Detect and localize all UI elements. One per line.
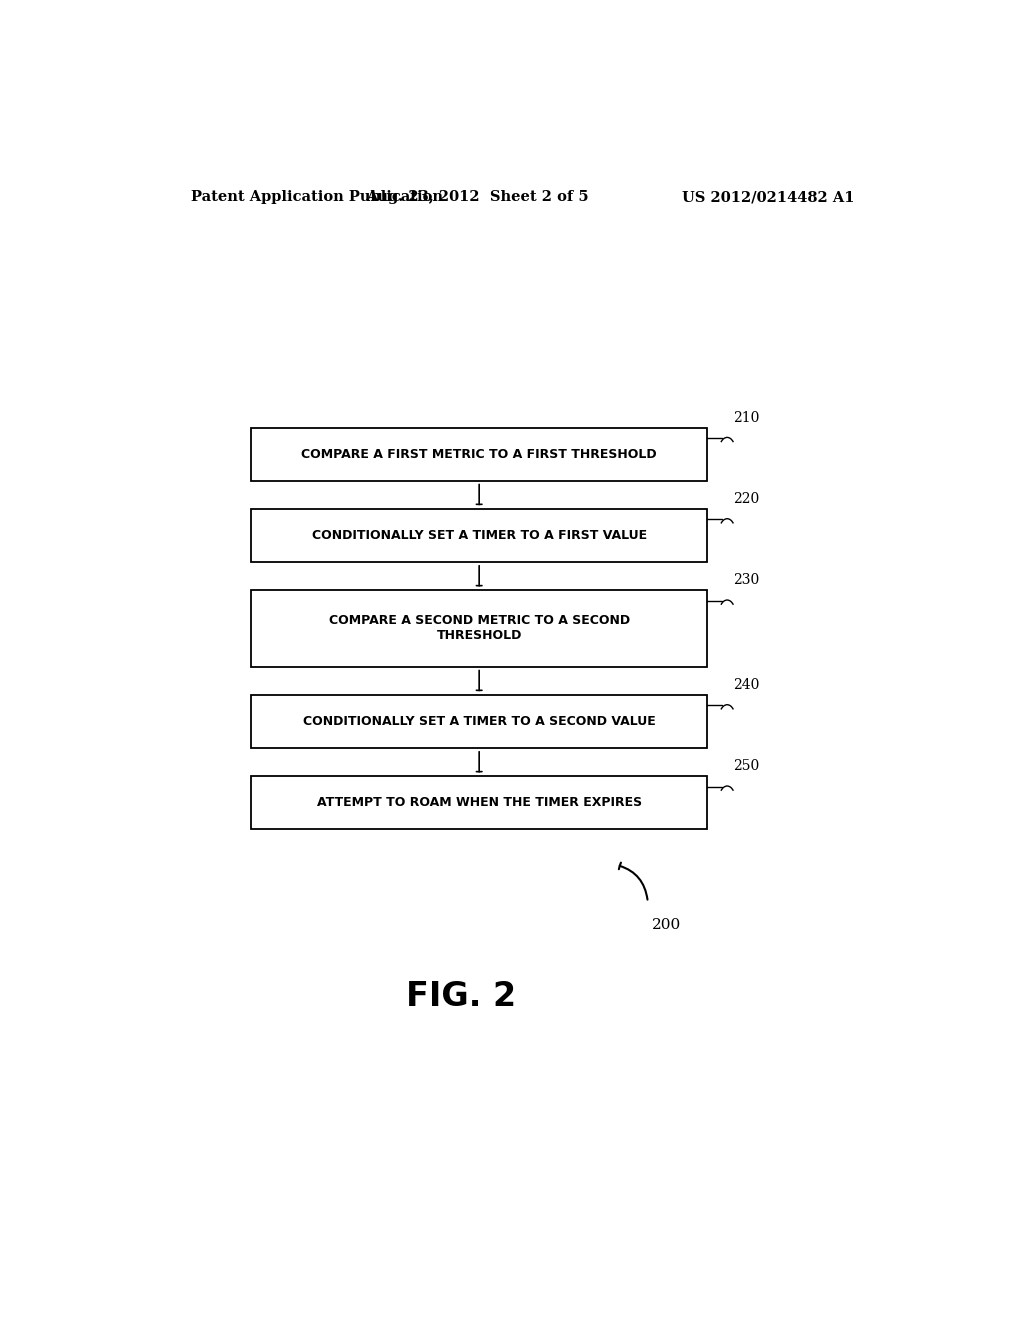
Text: Patent Application Publication: Patent Application Publication xyxy=(191,190,443,205)
Bar xyxy=(251,510,708,562)
Text: US 2012/0214482 A1: US 2012/0214482 A1 xyxy=(682,190,854,205)
Text: 240: 240 xyxy=(733,678,760,692)
Bar xyxy=(251,776,708,829)
Bar xyxy=(251,696,708,748)
Text: 230: 230 xyxy=(733,573,760,587)
Text: Aug. 23, 2012  Sheet 2 of 5: Aug. 23, 2012 Sheet 2 of 5 xyxy=(366,190,589,205)
Text: FIG. 2: FIG. 2 xyxy=(407,981,516,1014)
Bar xyxy=(251,590,708,667)
Text: 250: 250 xyxy=(733,759,760,774)
Text: CONDITIONALLY SET A TIMER TO A FIRST VALUE: CONDITIONALLY SET A TIMER TO A FIRST VAL… xyxy=(311,529,647,543)
Text: 220: 220 xyxy=(733,492,760,506)
Text: COMPARE A SECOND METRIC TO A SECOND
THRESHOLD: COMPARE A SECOND METRIC TO A SECOND THRE… xyxy=(329,615,630,643)
Text: 210: 210 xyxy=(733,411,760,425)
Text: COMPARE A FIRST METRIC TO A FIRST THRESHOLD: COMPARE A FIRST METRIC TO A FIRST THRESH… xyxy=(301,447,657,461)
Text: ATTEMPT TO ROAM WHEN THE TIMER EXPIRES: ATTEMPT TO ROAM WHEN THE TIMER EXPIRES xyxy=(316,796,642,809)
Bar xyxy=(251,428,708,480)
Text: CONDITIONALLY SET A TIMER TO A SECOND VALUE: CONDITIONALLY SET A TIMER TO A SECOND VA… xyxy=(303,715,655,729)
Text: 200: 200 xyxy=(652,917,681,932)
